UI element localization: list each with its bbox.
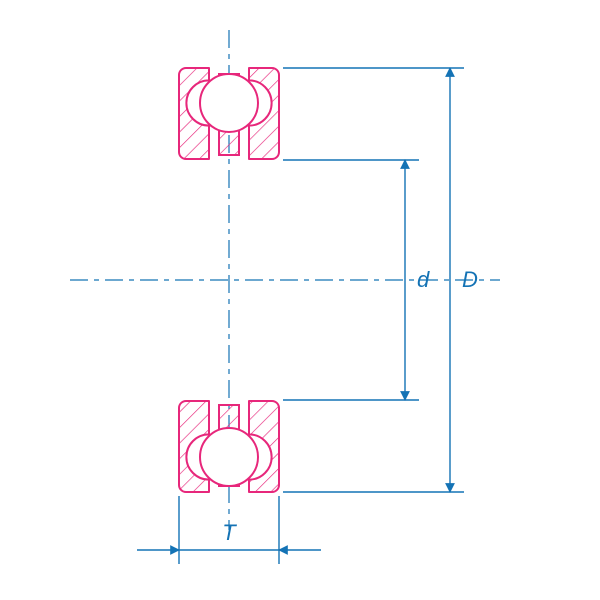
bearing-cross-section-diagram: Td D [0, 0, 600, 600]
dim-label-d: d [417, 267, 430, 292]
dim-label-T: T [222, 520, 237, 545]
centerlines [70, 30, 500, 530]
dim-label-D: D [462, 267, 478, 292]
